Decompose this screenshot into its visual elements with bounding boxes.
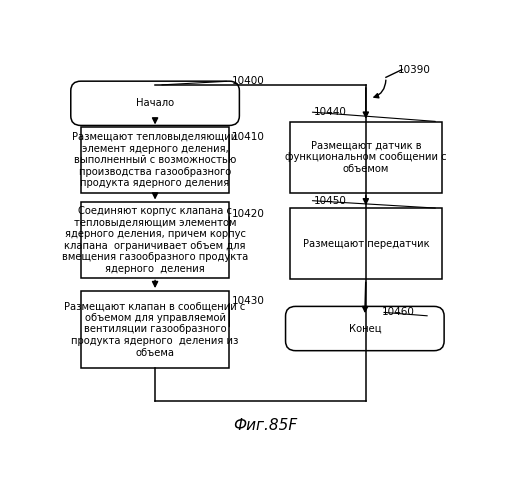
Text: 10420: 10420: [232, 209, 264, 219]
Text: 10400: 10400: [232, 76, 264, 86]
Text: Размещают датчик в
функциональном сообщении с
объемом: Размещают датчик в функциональном сообще…: [285, 140, 447, 174]
Bar: [290, 208, 442, 280]
Text: Размещают передатчик: Размещают передатчик: [303, 239, 429, 249]
Text: 10430: 10430: [232, 296, 264, 306]
Text: 10450: 10450: [314, 196, 347, 205]
Bar: [81, 291, 229, 368]
Text: Конец: Конец: [349, 324, 381, 334]
Text: Фиг.85F: Фиг.85F: [234, 418, 297, 433]
Bar: [81, 202, 229, 278]
Text: 10410: 10410: [232, 132, 264, 142]
Text: 10440: 10440: [314, 107, 347, 117]
Text: Размещают клапан в сообщении с
объемом для управляемой
вентиляции газообразного
: Размещают клапан в сообщении с объемом д…: [64, 302, 246, 358]
Bar: [81, 128, 229, 193]
FancyBboxPatch shape: [71, 81, 239, 126]
Text: Соединяют корпус клапана с
тепловыделяющим элементом
ядерного деления, причем ко: Соединяют корпус клапана с тепловыделяющ…: [62, 206, 248, 274]
FancyBboxPatch shape: [285, 306, 444, 350]
Bar: [290, 122, 442, 193]
Text: Размещают тепловыделяющий
элемент ядерного деления,
выполненный с возможностью
п: Размещают тепловыделяющий элемент ядерно…: [73, 132, 238, 188]
Text: 10460: 10460: [382, 307, 415, 317]
Text: 10390: 10390: [398, 64, 431, 74]
Text: Начало: Начало: [136, 98, 174, 108]
